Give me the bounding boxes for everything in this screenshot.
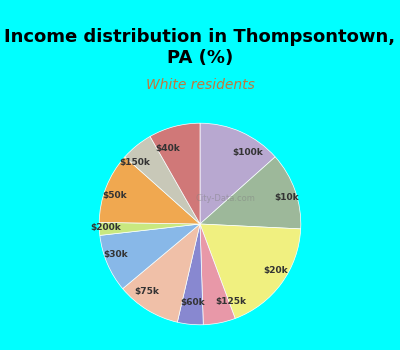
Wedge shape (125, 136, 200, 224)
Text: $60k: $60k (180, 298, 205, 307)
Wedge shape (200, 157, 301, 229)
Text: Income distribution in Thompsontown,
PA (%): Income distribution in Thompsontown, PA … (4, 28, 396, 67)
Text: $40k: $40k (155, 144, 180, 153)
Text: $200k: $200k (91, 223, 122, 232)
Text: $20k: $20k (264, 266, 288, 275)
Wedge shape (200, 123, 275, 224)
Text: $10k: $10k (274, 193, 299, 202)
Text: $30k: $30k (103, 251, 128, 259)
Wedge shape (99, 157, 200, 224)
Text: $100k: $100k (232, 148, 263, 157)
Text: $50k: $50k (102, 191, 127, 200)
Wedge shape (123, 224, 200, 322)
Text: $150k: $150k (120, 158, 150, 167)
Wedge shape (150, 123, 200, 224)
Wedge shape (99, 222, 200, 236)
Text: $75k: $75k (134, 287, 159, 295)
Wedge shape (200, 224, 235, 325)
Text: $125k: $125k (215, 297, 246, 306)
Wedge shape (200, 224, 301, 318)
Wedge shape (177, 224, 203, 325)
Text: White residents: White residents (146, 78, 254, 92)
Text: City-Data.com: City-Data.com (196, 194, 256, 203)
Wedge shape (100, 224, 200, 289)
